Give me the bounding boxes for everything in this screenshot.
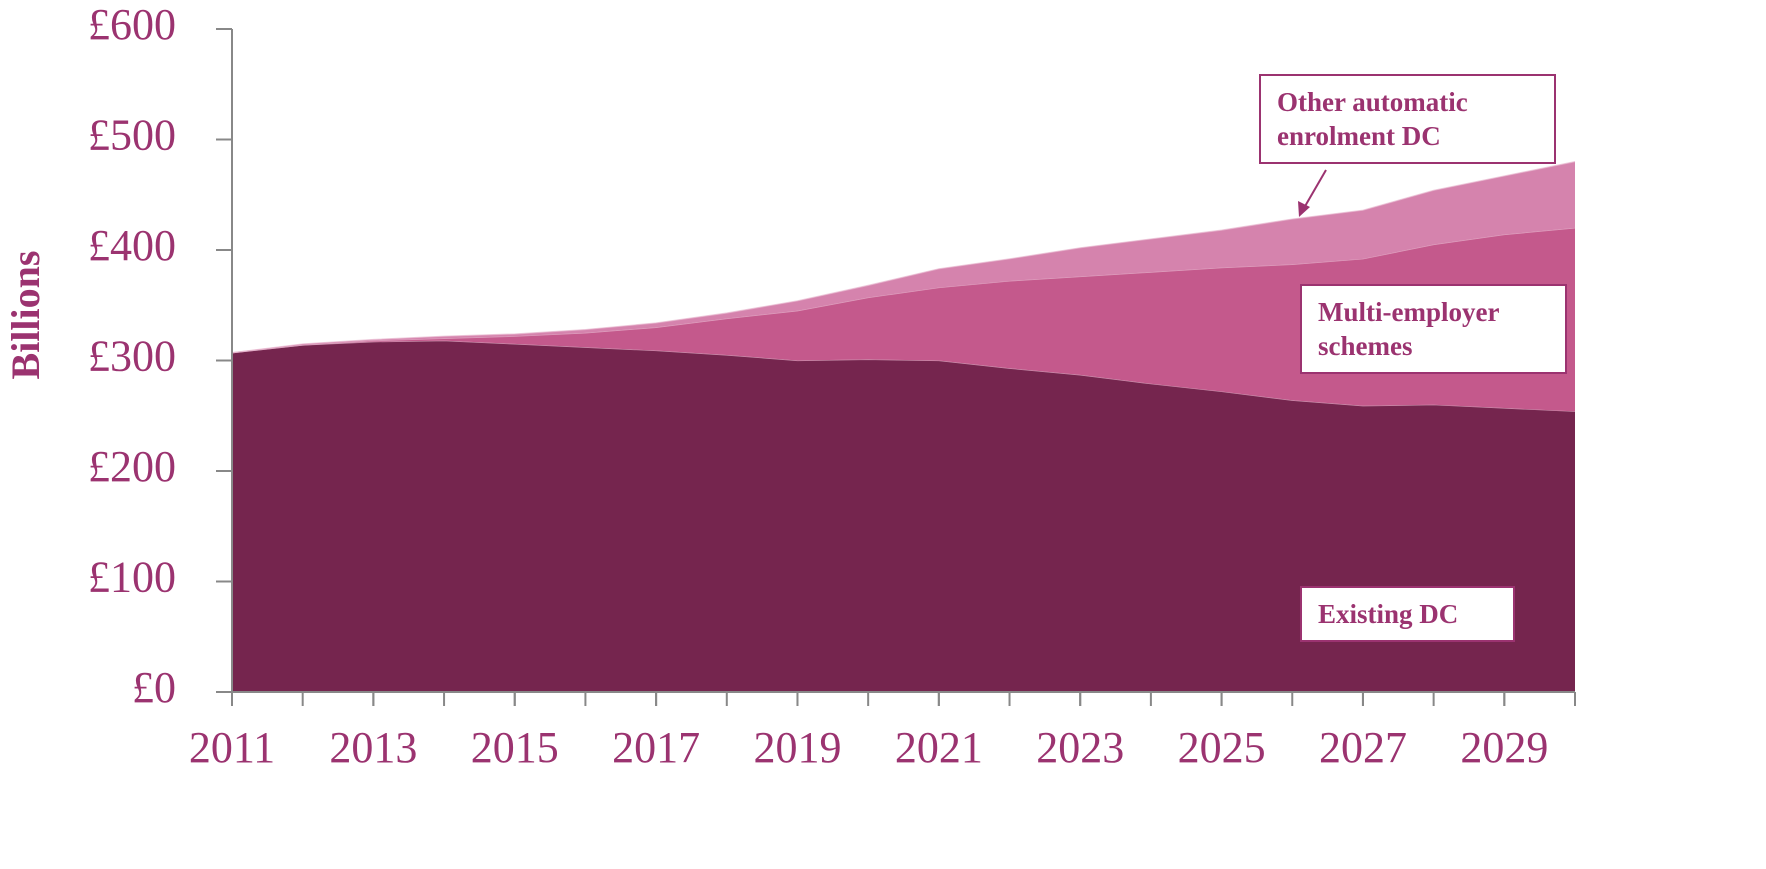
y-tick-label: £500 [88,111,176,160]
series-label: Existing DC [1300,586,1515,642]
x-tick-label: 2029 [1460,723,1548,772]
y-tick-label: £100 [88,553,176,602]
y-axis-label: Billions [3,251,48,380]
arrow [1303,169,1327,209]
x-tick-label: 2027 [1319,723,1407,772]
x-tick-label: 2011 [189,723,275,772]
area [232,161,1575,353]
arrow-head [1298,201,1310,217]
area [232,340,1575,692]
x-tick-label: 2023 [1036,723,1124,772]
x-tick-label: 2015 [471,723,559,772]
x-tick-label: 2017 [612,723,700,772]
x-tick-label: 2021 [895,723,983,772]
y-tick-label: £0 [132,663,176,712]
y-tick-label: £300 [88,332,176,381]
series-label: Multi-employer schemes [1300,284,1567,374]
x-tick-label: 2019 [753,723,841,772]
y-tick-label: £600 [88,0,176,49]
x-tick-label: 2013 [329,723,417,772]
area [232,227,1575,412]
y-tick-label: £400 [88,221,176,270]
y-tick-label: £200 [88,442,176,491]
area-edge [231,161,1576,354]
series-label: Other automatic enrolment DC [1259,74,1556,164]
x-tick-label: 2025 [1178,723,1266,772]
